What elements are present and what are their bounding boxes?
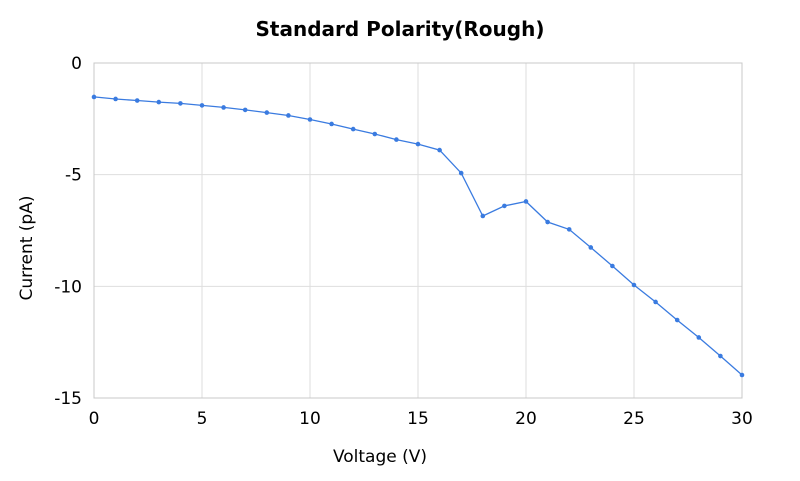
data-point — [221, 105, 226, 110]
data-point — [394, 137, 399, 142]
chart-title: Standard Polarity(Rough) — [256, 17, 545, 41]
data-point — [523, 199, 529, 204]
tick-labels: 0 5 10 15 20 25 30 0 -5 -10 -15 — [54, 54, 753, 429]
data-point — [91, 94, 97, 100]
data-point — [458, 170, 464, 176]
data-point — [610, 263, 615, 269]
data-point — [631, 282, 637, 288]
data-point — [178, 101, 183, 106]
series — [91, 94, 745, 378]
x-tick-label: 15 — [407, 409, 429, 429]
y-tick-label: -10 — [54, 277, 82, 297]
data-point — [588, 245, 594, 250]
data-point — [696, 335, 702, 340]
x-tick-label: 10 — [299, 409, 321, 429]
grid — [93, 62, 743, 399]
data-point — [653, 299, 658, 305]
x-axis-label: Voltage (V) — [333, 447, 427, 467]
y-tick-label: -5 — [65, 166, 82, 186]
x-tick-label: 20 — [515, 409, 537, 429]
data-point — [350, 126, 356, 132]
y-tick-label: -15 — [54, 389, 82, 409]
data-point — [156, 99, 162, 105]
data-point — [545, 219, 550, 225]
x-tick-label: 30 — [731, 409, 753, 429]
data-point — [566, 227, 572, 232]
data-point — [264, 110, 270, 115]
data-point — [674, 317, 680, 323]
data-point — [113, 96, 118, 102]
data-point — [307, 117, 313, 122]
x-tick-label: 25 — [623, 409, 645, 429]
y-axis-label: Current (pA) — [17, 196, 37, 301]
data-point — [502, 203, 507, 209]
y-tick-label: 0 — [71, 54, 82, 74]
data-point — [199, 103, 205, 108]
data-point — [480, 213, 486, 219]
data-point — [242, 107, 248, 113]
data-point — [134, 98, 140, 103]
data-point — [329, 121, 334, 127]
data-point — [718, 353, 723, 359]
data-point — [415, 141, 421, 147]
data-point — [739, 372, 745, 378]
data-point — [372, 131, 378, 137]
x-tick-label: 5 — [197, 409, 208, 429]
data-point — [437, 147, 442, 153]
x-tick-label: 0 — [89, 409, 100, 429]
data-point — [286, 113, 291, 118]
plot-area-frame — [93, 62, 743, 399]
